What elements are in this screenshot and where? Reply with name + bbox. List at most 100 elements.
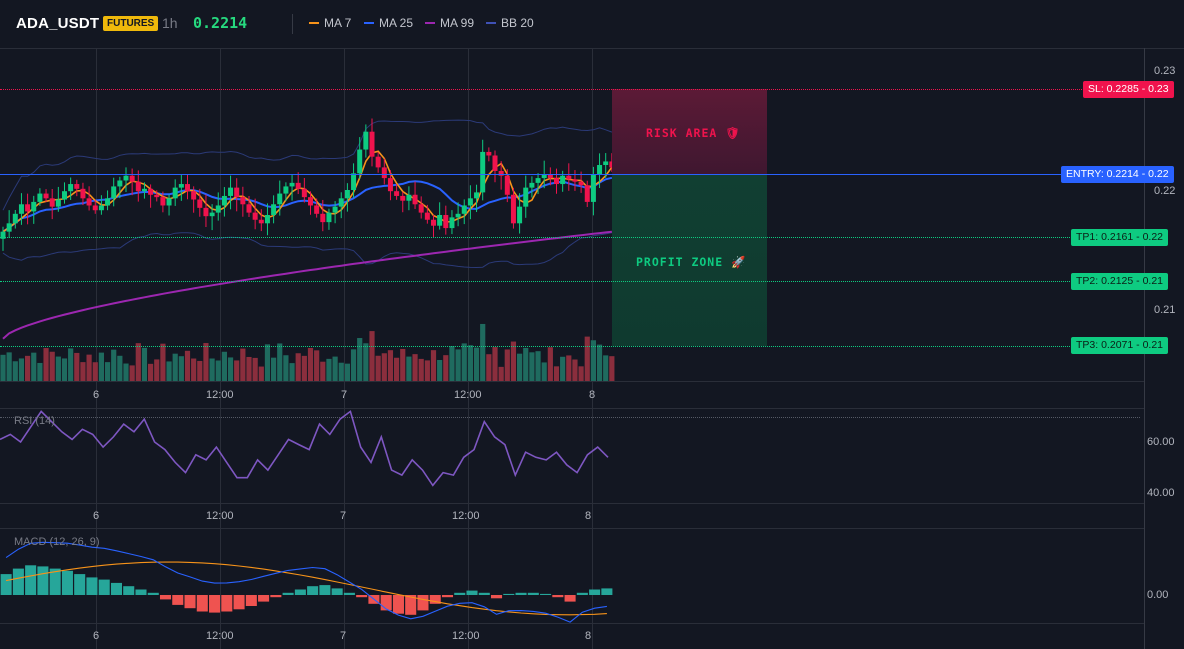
macd-histogram-bar	[159, 595, 172, 600]
candle-body	[178, 184, 184, 188]
time-tick: 12:00	[452, 630, 480, 642]
candle-body	[203, 207, 209, 217]
volume-bar	[92, 362, 98, 381]
legend-ma7[interactable]: MA 7	[309, 16, 351, 30]
candle-body	[277, 193, 283, 205]
candle-body	[209, 212, 215, 217]
volume-bar	[307, 348, 314, 381]
volume-bar	[424, 360, 430, 381]
volume-bar	[418, 358, 424, 381]
volume-bar	[387, 350, 394, 381]
volume-bar	[394, 357, 400, 381]
candle-body	[541, 174, 547, 179]
futures-badge: FUTURES	[103, 16, 159, 31]
volume-bar	[203, 343, 209, 381]
volume-bar	[609, 356, 615, 381]
macd-histogram-bar	[515, 592, 527, 595]
time-tick: 8	[589, 389, 596, 401]
macd-histogram-bar	[147, 592, 159, 595]
tp1-tag[interactable]: TP1: 0.2161 - 0.22	[1071, 229, 1168, 246]
candle-body	[480, 151, 486, 193]
candle-body	[215, 205, 221, 213]
candle-body	[603, 161, 609, 166]
sl-tag[interactable]: SL: 0.2285 - 0.23	[1083, 81, 1174, 98]
candle-body	[590, 174, 596, 202]
entry-line[interactable]	[0, 174, 1144, 175]
time-tick: 12:00	[206, 510, 234, 522]
macd-histogram-bar	[564, 595, 576, 602]
candle-body	[86, 198, 92, 206]
volume-bar	[160, 343, 166, 381]
volume-bar	[111, 349, 117, 381]
volume-bar	[492, 347, 498, 381]
time-tick: 6	[93, 510, 100, 522]
tp2-line[interactable]	[0, 281, 1144, 282]
ma25-swatch	[364, 21, 374, 24]
price-tick: 0.23	[1154, 65, 1176, 77]
volume-bar	[350, 349, 357, 381]
profit-zone-label: PROFIT ZONE 🚀	[636, 255, 747, 269]
volume-bar	[529, 352, 535, 381]
volume-bar	[166, 361, 172, 381]
candle-body	[301, 188, 307, 198]
macd-histogram-bar	[123, 586, 135, 595]
entry-tag[interactable]: ENTRY: 0.2214 - 0.22	[1061, 166, 1174, 183]
volume-bar	[338, 362, 344, 381]
ma25-line	[2, 176, 613, 233]
time-tick: 12:00	[454, 389, 482, 401]
timeframe-label[interactable]: 1h	[162, 15, 178, 31]
candle-body	[578, 181, 584, 186]
risk-area[interactable]	[612, 89, 767, 175]
volume-bar	[283, 355, 289, 381]
candle-body	[363, 131, 369, 150]
candle-body	[264, 214, 270, 224]
macd-histogram-bar	[12, 568, 24, 595]
volume-bar	[369, 331, 375, 381]
volume-bar	[363, 343, 369, 381]
macd-histogram-bar	[478, 592, 490, 595]
legend-ma99[interactable]: MA 99	[425, 16, 474, 30]
ma7-line	[2, 150, 613, 233]
macd-histogram-bar	[454, 592, 466, 595]
volume-bar	[596, 344, 603, 381]
macd-histogram-bar	[527, 592, 539, 595]
candle-body	[394, 191, 400, 196]
candle-body	[498, 170, 504, 176]
candle-body	[338, 198, 344, 207]
volume-bar	[437, 359, 443, 381]
rsi-chart[interactable]	[0, 409, 1144, 503]
candle-body	[326, 212, 332, 223]
macd-chart[interactable]	[0, 529, 1144, 623]
candle-body	[547, 174, 553, 179]
volume-bar	[209, 358, 215, 381]
tp3-line[interactable]	[0, 346, 1144, 347]
candle-body	[535, 178, 541, 183]
volume-bar	[541, 362, 547, 381]
symbol-name[interactable]: ADA_USDT	[16, 15, 100, 32]
tp2-tag[interactable]: TP2: 0.2125 - 0.21	[1071, 273, 1168, 290]
legend-bb20[interactable]: BB 20	[486, 16, 534, 30]
sl-line[interactable]	[0, 89, 1144, 90]
tp1-line[interactable]	[0, 237, 1144, 238]
candle-body	[234, 187, 240, 198]
price-chart[interactable]	[0, 49, 1144, 381]
tp3-tag[interactable]: TP3: 0.2071 - 0.21	[1071, 337, 1168, 354]
rsi-overbought-line	[0, 417, 1140, 418]
candle-body	[289, 182, 295, 187]
volume-bar	[271, 357, 277, 381]
macd-histogram-bar	[343, 592, 355, 595]
volume-bar	[400, 348, 406, 381]
candle-body	[308, 197, 313, 206]
volume-bar	[0, 354, 6, 381]
volume-bar	[154, 359, 160, 381]
legend-ma25[interactable]: MA 25	[364, 16, 413, 30]
candle-body	[357, 149, 363, 174]
risk-area-label: RISK AREA 🛡	[646, 126, 741, 140]
volume-bar	[603, 355, 609, 381]
candle-body	[314, 205, 320, 214]
macd-histogram-bar	[405, 595, 417, 615]
profit-zone[interactable]	[612, 175, 767, 346]
candle-body	[111, 186, 117, 199]
volume-bar	[197, 360, 203, 381]
volume-bar	[191, 358, 197, 381]
